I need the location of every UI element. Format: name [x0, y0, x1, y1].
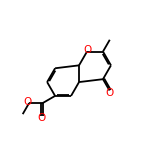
Text: O: O	[106, 88, 114, 98]
Text: O: O	[83, 45, 91, 55]
Text: O: O	[23, 97, 31, 107]
Text: O: O	[38, 113, 46, 123]
